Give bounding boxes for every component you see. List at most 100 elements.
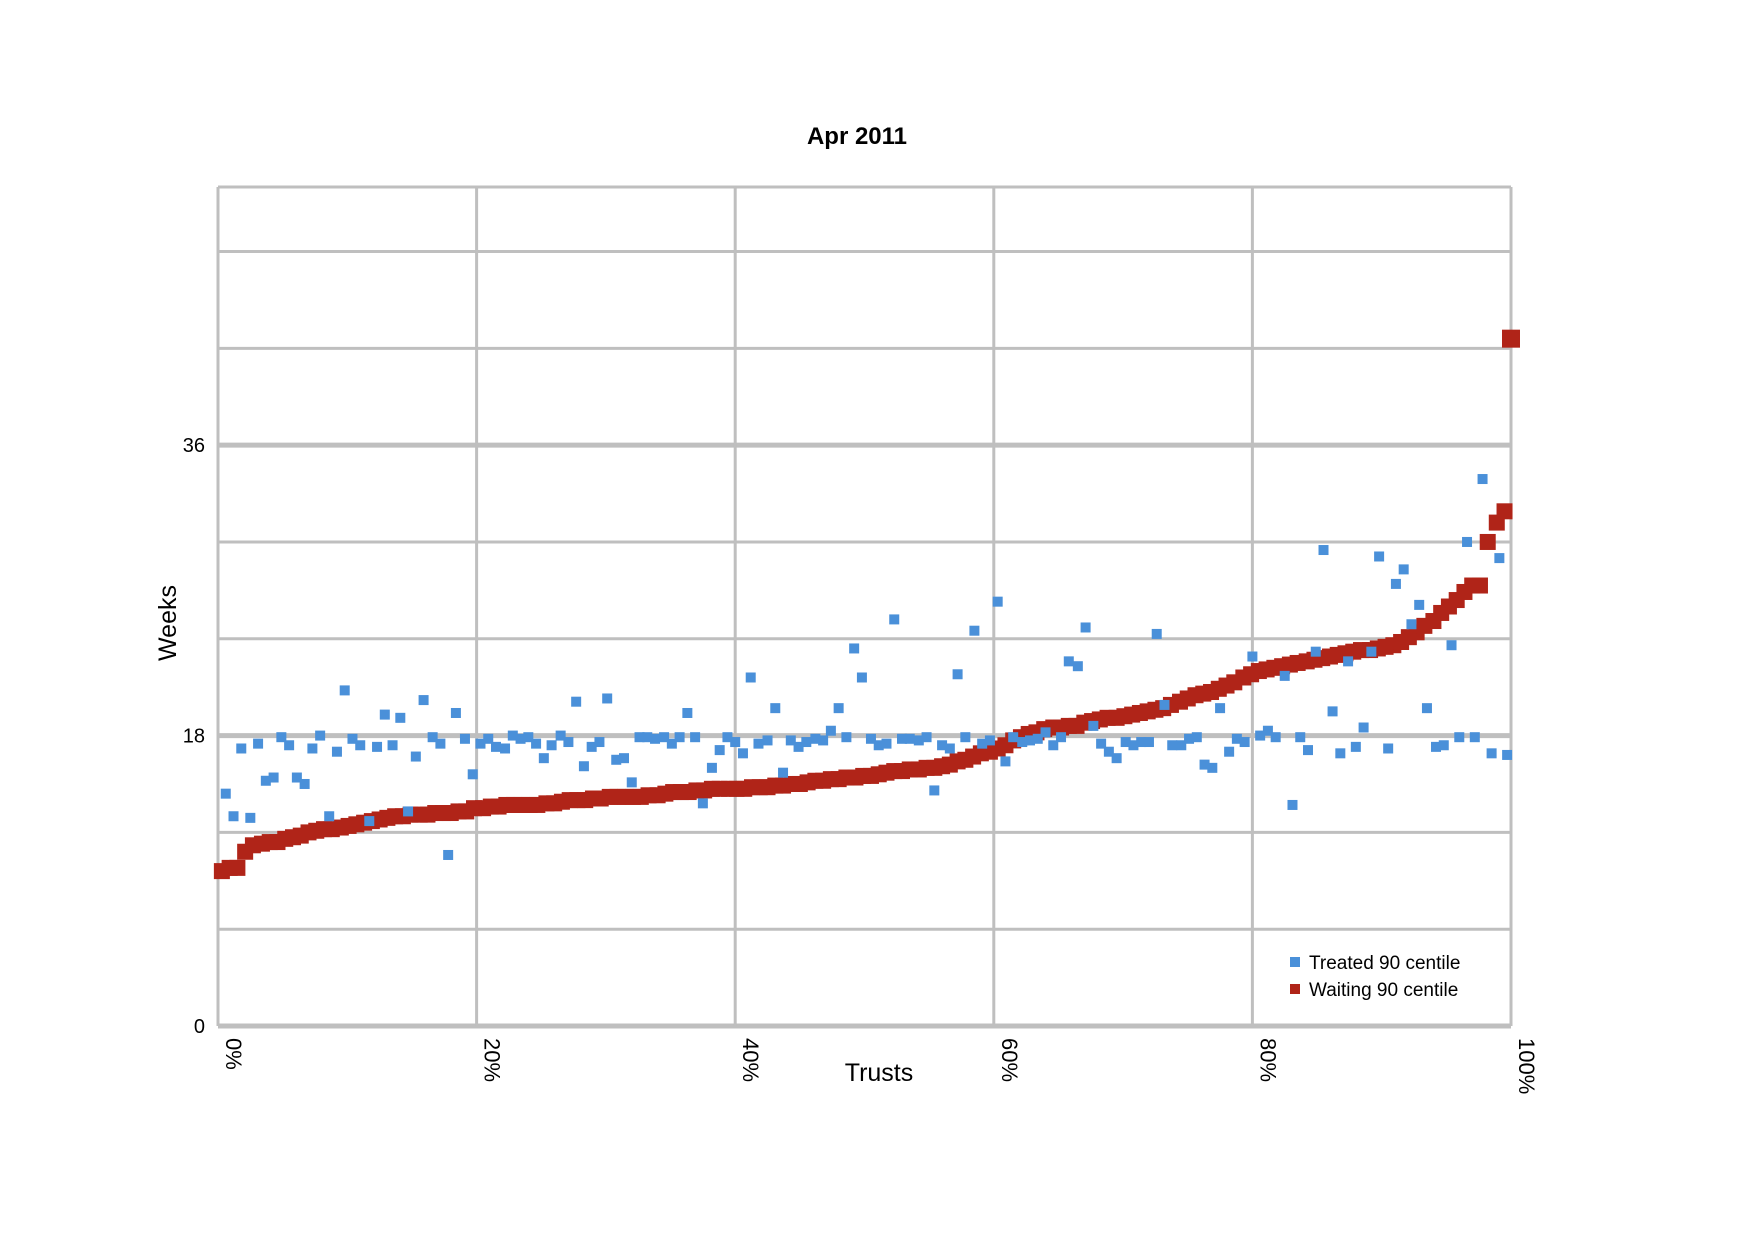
treated-point: [339, 685, 350, 696]
treated-point: [659, 732, 670, 743]
treated-point: [395, 712, 406, 723]
treated-point: [236, 743, 247, 754]
legend-marker-treated: [1290, 957, 1300, 967]
treated-point: [929, 785, 940, 796]
treated-point: [324, 811, 335, 822]
treated-point: [1056, 732, 1067, 743]
treated-point: [697, 798, 708, 809]
treated-point: [810, 733, 821, 744]
legend: Treated 90 centile Waiting 90 centile: [1290, 953, 1460, 1001]
treated-point: [427, 732, 438, 743]
legend-label-treated: Treated 90 centile: [1309, 953, 1460, 974]
treated-point: [762, 735, 773, 746]
treated-point: [1502, 749, 1513, 760]
treated-point: [379, 709, 390, 720]
treated-point: [1103, 746, 1114, 757]
treated-point: [737, 748, 748, 759]
treated-point: [856, 672, 867, 683]
y-tick-label: 18: [183, 726, 205, 748]
treated-point: [1255, 730, 1266, 741]
treated-point: [1159, 699, 1170, 710]
treated-point: [881, 738, 892, 749]
treated-point: [515, 733, 526, 744]
treated-point: [1120, 737, 1131, 748]
x-axis-title: Trusts: [845, 1059, 914, 1087]
treated-point: [387, 740, 398, 751]
treated-point: [331, 746, 342, 757]
treated-point: [291, 772, 302, 783]
treated-point: [1494, 553, 1505, 564]
treated-point: [260, 775, 271, 786]
y-tick-label: 36: [183, 435, 205, 457]
treated-point: [571, 696, 582, 707]
treated-point: [450, 707, 461, 718]
treated-point: [347, 733, 358, 744]
treated-point: [490, 741, 501, 752]
treated-point: [418, 695, 429, 706]
treated-point: [1446, 640, 1457, 651]
treated-point: [1040, 727, 1051, 738]
treated-point: [849, 643, 860, 654]
treated-point: [730, 737, 741, 748]
treated-point: [841, 732, 852, 743]
treated-point: [1063, 656, 1074, 667]
treated-point: [355, 740, 366, 751]
x-tick-label: 0%: [221, 1038, 246, 1070]
treated-point: [1469, 732, 1480, 743]
waiting-point: [1479, 533, 1496, 550]
treated-point: [1199, 759, 1210, 770]
y-tick-labels: 0 18 36: [183, 435, 205, 1038]
treated-point: [785, 735, 796, 746]
treated-point: [602, 693, 613, 704]
treated-point: [299, 778, 310, 789]
y-axis-title: Weeks: [154, 585, 182, 661]
treated-point: [578, 761, 589, 772]
treated-point: [507, 730, 518, 741]
treated-point: [960, 732, 971, 743]
treated-point: [1270, 732, 1281, 743]
treated-point: [1414, 599, 1425, 610]
treated-point: [435, 738, 446, 749]
treated-point: [1477, 474, 1488, 485]
treated-point: [467, 769, 478, 780]
grid: [216, 185, 1513, 1029]
treated-point: [1287, 799, 1298, 810]
treated-point: [825, 725, 836, 736]
treated-point: [1224, 746, 1235, 757]
treated-point: [1128, 740, 1139, 751]
treated-point: [372, 741, 383, 752]
treated-point: [276, 732, 287, 743]
treated-point: [1096, 738, 1107, 749]
treated-point: [1048, 740, 1059, 751]
treated-point: [1398, 564, 1409, 575]
treated-point: [889, 614, 900, 625]
treated-point: [1072, 661, 1083, 672]
treated-point: [1184, 733, 1195, 744]
treated-point: [1191, 732, 1202, 743]
waiting-point: [229, 859, 246, 876]
treated-point: [1366, 646, 1377, 657]
treated-point: [523, 732, 534, 743]
treated-point: [1088, 720, 1099, 731]
treated-point: [1438, 740, 1449, 751]
waiting-point: [1502, 329, 1520, 348]
legend-label-waiting: Waiting 90 centile: [1309, 980, 1458, 1001]
treated-point: [220, 788, 231, 799]
treated-point: [873, 740, 884, 751]
treated-point: [1406, 619, 1417, 630]
treated-point: [921, 732, 932, 743]
treated-point: [1239, 737, 1250, 748]
treated-point: [1486, 748, 1497, 759]
treated-point: [1454, 732, 1465, 743]
treated-point: [475, 738, 486, 749]
treated-point: [284, 740, 295, 751]
treated-point: [1262, 725, 1273, 736]
treated-point: [1025, 735, 1036, 746]
treated-point: [1176, 740, 1187, 751]
treated-point: [634, 732, 645, 743]
treated-point: [1295, 732, 1306, 743]
treated-point: [1390, 578, 1401, 589]
treated-point: [674, 732, 685, 743]
treated-point: [1167, 740, 1178, 751]
